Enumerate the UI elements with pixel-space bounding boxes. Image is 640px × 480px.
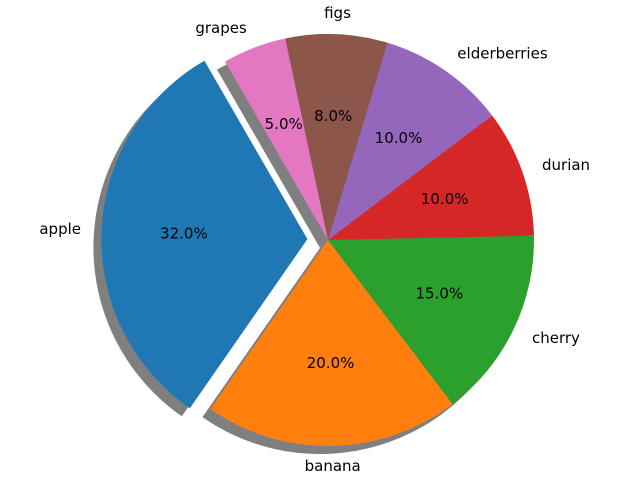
category-label-cherry: cherry xyxy=(532,329,580,347)
slice-figs xyxy=(285,33,388,240)
percent-label-cherry: 15.0% xyxy=(415,284,463,302)
slice-apple xyxy=(101,60,308,409)
percent-label-apple: 32.0% xyxy=(160,225,208,243)
pie-slices xyxy=(101,33,534,447)
slice-banana xyxy=(210,240,453,447)
percent-label-durian: 10.0% xyxy=(421,190,469,208)
category-label-durian: durian xyxy=(542,156,590,174)
category-label-banana: banana xyxy=(305,457,361,475)
percent-label-elderberries: 10.0% xyxy=(375,129,423,147)
slice-durian xyxy=(328,115,534,240)
slice-elderberries xyxy=(328,42,493,240)
percent-label-figs: 8.0% xyxy=(314,107,352,125)
pie-labels: apple 32.0% banana 20.0% cherry 15.0% durian 10… xyxy=(39,4,590,475)
slice-shadow-grapes xyxy=(217,46,320,248)
category-label-figs: figs xyxy=(324,4,351,22)
percent-label-grapes: 5.0% xyxy=(265,115,303,133)
category-label-apple: apple xyxy=(39,220,81,238)
category-label-elderberries: elderberries xyxy=(457,44,548,62)
category-label-grapes: grapes xyxy=(195,19,247,37)
slice-cherry xyxy=(328,235,534,405)
percent-label-banana: 20.0% xyxy=(307,354,355,372)
slice-grapes xyxy=(225,38,328,240)
